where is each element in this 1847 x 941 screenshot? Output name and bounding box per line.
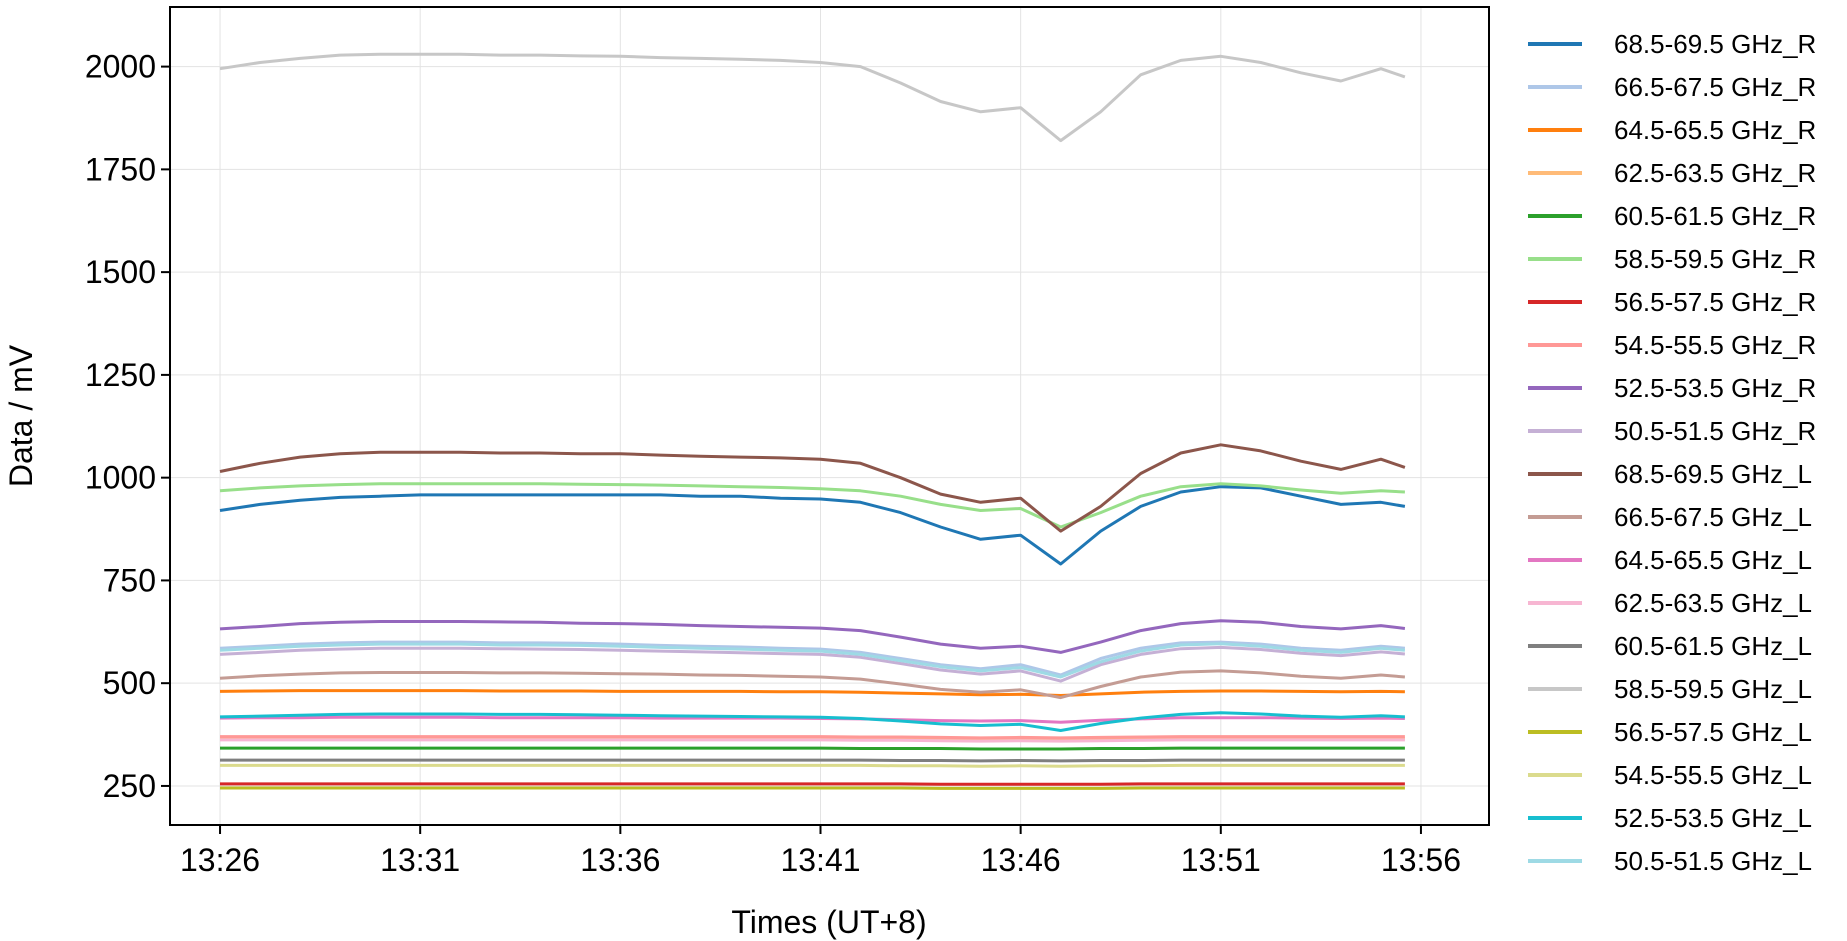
legend-label: 58.5-59.5 GHz_L	[1614, 674, 1812, 704]
x-axis-label: Times (UT+8)	[731, 904, 926, 940]
x-tick-label: 13:51	[1181, 842, 1261, 878]
x-axis: 13:26 13:31 13:36 13:41 13:46 13:51 13:56	[180, 825, 1461, 878]
y-tick-label: 1250	[85, 357, 156, 393]
x-tick-label: 13:36	[580, 842, 660, 878]
series-line	[219, 642, 1406, 679]
series-line	[220, 746, 1405, 751]
legend-label: 50.5-51.5 GHz_L	[1614, 846, 1812, 876]
series-line	[219, 711, 1405, 732]
series-line	[220, 735, 1405, 740]
legend-label: 50.5-51.5 GHz_R	[1614, 416, 1816, 446]
legend-label: 58.5-59.5 GHz_R	[1614, 244, 1816, 274]
y-tick-label: 1750	[85, 151, 156, 187]
legend-label: 68.5-69.5 GHz_L	[1614, 459, 1812, 489]
series-line	[219, 645, 1406, 683]
legend-label: 68.5-69.5 GHz_R	[1614, 29, 1816, 59]
x-tick-label: 13:31	[380, 842, 460, 878]
series-line	[220, 738, 1405, 743]
legend-label: 54.5-55.5 GHz_R	[1614, 330, 1816, 360]
x-tick-label: 13:41	[780, 842, 860, 878]
series-line	[219, 640, 1406, 677]
series-line	[219, 619, 1406, 654]
y-tick-label: 750	[103, 562, 156, 598]
legend-label: 60.5-61.5 GHz_L	[1614, 631, 1812, 661]
series-line	[219, 52, 1406, 143]
series-lines	[219, 52, 1406, 790]
legend-label: 52.5-53.5 GHz_R	[1614, 373, 1816, 403]
legend-label: 66.5-67.5 GHz_R	[1614, 72, 1816, 102]
legend-label: 60.5-61.5 GHz_R	[1614, 201, 1816, 231]
legend-label: 62.5-63.5 GHz_L	[1614, 588, 1812, 618]
grid-lines	[170, 7, 1489, 825]
series-line	[220, 758, 1405, 763]
legend-label: 56.5-57.5 GHz_R	[1614, 287, 1816, 317]
series-line	[219, 443, 1406, 533]
x-tick-label: 13:56	[1381, 842, 1461, 878]
series-line	[220, 763, 1405, 768]
legend-label: 52.5-53.5 GHz_L	[1614, 803, 1812, 833]
x-tick-label: 13:46	[981, 842, 1061, 878]
legend: 68.5-69.5 GHz_R 66.5-67.5 GHz_R 64.5-65.5 …	[1528, 29, 1816, 876]
y-tick-label: 500	[103, 665, 156, 701]
legend-label: 54.5-55.5 GHz_L	[1614, 760, 1812, 790]
legend-label: 62.5-63.5 GHz_R	[1614, 158, 1816, 188]
y-tick-label: 250	[103, 768, 156, 804]
legend-label: 64.5-65.5 GHz_L	[1614, 545, 1812, 575]
series-line	[219, 689, 1405, 697]
series-line	[219, 669, 1406, 700]
plot-frame	[169, 6, 1490, 826]
series-line	[219, 485, 1406, 566]
y-tick-label: 2000	[85, 49, 156, 85]
x-tick-label: 13:26	[180, 842, 260, 878]
y-tick-label: 1500	[85, 254, 156, 290]
y-axis: 250 500 750 1000 1250 1500 1750 2000	[85, 49, 170, 804]
legend-label: 66.5-67.5 GHz_L	[1614, 502, 1812, 532]
legend-label: 64.5-65.5 GHz_R	[1614, 115, 1816, 145]
y-axis-label: Data / mV	[3, 344, 39, 487]
series-line	[219, 482, 1405, 529]
y-tick-label: 1000	[85, 460, 156, 496]
legend-label: 56.5-57.5 GHz_L	[1614, 717, 1812, 747]
